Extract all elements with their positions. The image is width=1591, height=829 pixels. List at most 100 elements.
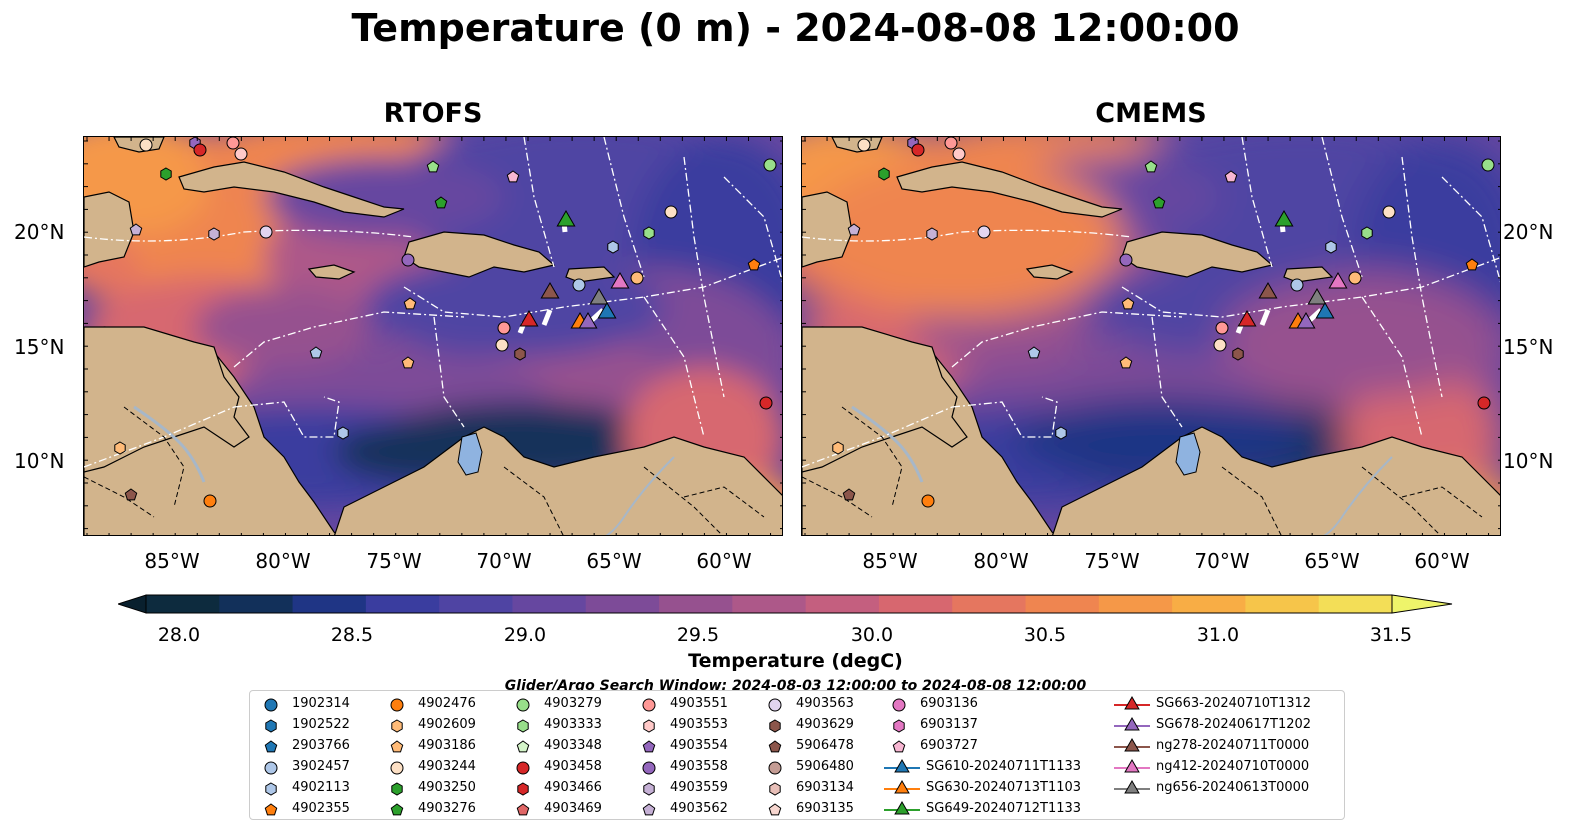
legend-label: SG630-20240713T1103	[926, 780, 1082, 795]
glider-marker	[1274, 209, 1294, 227]
colorbar-tick: 30.0	[850, 624, 894, 646]
colorbar-tick: 29.0	[503, 624, 547, 646]
legend-item: ng656-20240613T0000	[1114, 777, 1311, 798]
lon-label-80w-left: 80°W	[255, 549, 311, 573]
map-rtofs	[83, 136, 783, 536]
legend-marker-pentagon-icon	[642, 802, 656, 815]
legend-label: 4903458	[544, 759, 602, 774]
legend-label: 4903333	[544, 717, 602, 732]
legend-marker-triangle-icon	[884, 800, 920, 814]
argo-float-marker	[1325, 240, 1337, 254]
legend-label: 4903276	[418, 801, 476, 816]
argo-float-marker	[208, 227, 220, 241]
land-jamaica	[1025, 264, 1074, 280]
lon-label-65w-left: 65°W	[586, 549, 642, 573]
legend-item: 4903559	[634, 777, 728, 798]
legend-item: 4903458	[508, 756, 602, 777]
lat-label-20n-left: 20°N	[14, 220, 65, 244]
legend-marker-hexagon-icon	[265, 718, 277, 733]
argo-float-marker	[1232, 347, 1244, 361]
legend-marker-triangle-icon	[1114, 695, 1150, 709]
legend-marker-hexagon-icon	[769, 718, 781, 733]
argo-float-marker	[506, 170, 520, 183]
argo-float-marker	[1361, 226, 1373, 240]
legend-item: 6903135	[760, 798, 854, 819]
land-cuba	[178, 161, 405, 218]
colorbar-segment	[292, 595, 367, 613]
legend-label: 4903553	[670, 717, 728, 732]
legend-column: 4903563 4903629 5906478 5906480 6903134 69031…	[760, 693, 854, 819]
panel-title-rtofs: RTOFS	[383, 98, 483, 129]
legend-item: 3902457	[256, 756, 350, 777]
argo-float-marker	[607, 240, 619, 254]
river	[605, 456, 675, 535]
colorbar-segment	[659, 595, 733, 613]
land-cuba	[896, 161, 1123, 218]
legend-item: 4903279	[508, 693, 602, 714]
argo-float-marker	[337, 426, 349, 440]
colorbar-segment	[1172, 595, 1246, 613]
colorbar-segment	[1318, 595, 1393, 613]
argo-float-marker	[1055, 426, 1067, 440]
legend-marker-triangle-icon	[884, 758, 920, 772]
colorbar-segment	[805, 595, 880, 613]
map-canvas	[84, 137, 782, 535]
legend-label: ng278-20240711T0000	[1156, 738, 1310, 753]
argo-float-marker	[129, 223, 143, 236]
argo-float-marker	[139, 138, 153, 152]
land-hispaniola	[403, 231, 556, 278]
legend-label: 5906478	[796, 738, 854, 753]
legend-item: 6903137	[884, 714, 1081, 735]
land-borders	[802, 406, 1483, 535]
colorbar-tick: 30.5	[1023, 624, 1067, 646]
lon-label-75w-left: 75°W	[366, 549, 422, 573]
legend-label: ng656-20240613T0000	[1156, 780, 1310, 795]
legend-item: 4903562	[634, 798, 728, 819]
legend-marker-hexagon-icon	[391, 781, 403, 796]
legend-label: SG663-20240710T1312	[1156, 696, 1312, 711]
glider-marker	[1328, 271, 1348, 289]
lake-maracaibo	[1175, 432, 1201, 476]
glider-marker	[1315, 301, 1335, 319]
legend-marker-circle-icon	[390, 698, 404, 711]
legend-column: 4903279 4903333 4903348 4903458 4903466 49034…	[508, 693, 602, 819]
legend-item: 6903136	[884, 693, 1081, 714]
land-jamaica	[307, 264, 356, 280]
legend-label: SG649-20240712T1133	[926, 801, 1082, 816]
legend-marker-pentagon-icon	[768, 739, 782, 752]
colorbar-label: Temperature (degC)	[688, 650, 903, 672]
argo-float-marker	[401, 356, 415, 369]
lon-label-70w-right: 70°W	[1194, 549, 1250, 573]
argo-float-marker	[572, 278, 586, 292]
legend-item: 5906480	[760, 756, 854, 777]
legend-label: 6903134	[796, 780, 854, 795]
legend-marker-pentagon-icon	[516, 802, 530, 815]
legend-column: 6903136 6903137 6903727 SG610-20240711T1133…	[884, 693, 1081, 819]
colorbar-segment	[512, 595, 587, 613]
argo-float-marker	[124, 488, 138, 501]
legend-label: 4903551	[670, 696, 728, 711]
glider-marker	[610, 271, 630, 289]
legend-marker-circle-icon	[642, 761, 656, 774]
argo-float-marker	[847, 223, 861, 236]
argo-float-marker	[495, 338, 509, 352]
colorbar-frame	[145, 594, 1393, 614]
legend-item: 4902609	[382, 714, 476, 735]
legend-label: 4903250	[418, 780, 476, 795]
legend-marker-circle-icon	[264, 698, 278, 711]
land-puerto-rico	[1283, 266, 1334, 283]
legend-label: 4902609	[418, 717, 476, 732]
legend-label: 4903563	[796, 696, 854, 711]
legend-label: ng412-20240710T0000	[1156, 759, 1310, 774]
colorbar-segment	[732, 595, 807, 613]
legend-label: 5906480	[796, 759, 854, 774]
argo-float-marker	[1348, 271, 1362, 285]
legend-item: SG649-20240712T1133	[884, 798, 1081, 819]
legend-item: 4903186	[382, 735, 476, 756]
legend-label: SG610-20240711T1133	[926, 759, 1082, 774]
colorbar-over-arrow	[1391, 594, 1453, 614]
glider-marker	[589, 287, 609, 305]
legend-item: 4903250	[382, 777, 476, 798]
legend-column: 4902476 4902609 4903186 4903244 4903250 49032…	[382, 693, 476, 819]
land-south-america	[1052, 426, 1500, 535]
